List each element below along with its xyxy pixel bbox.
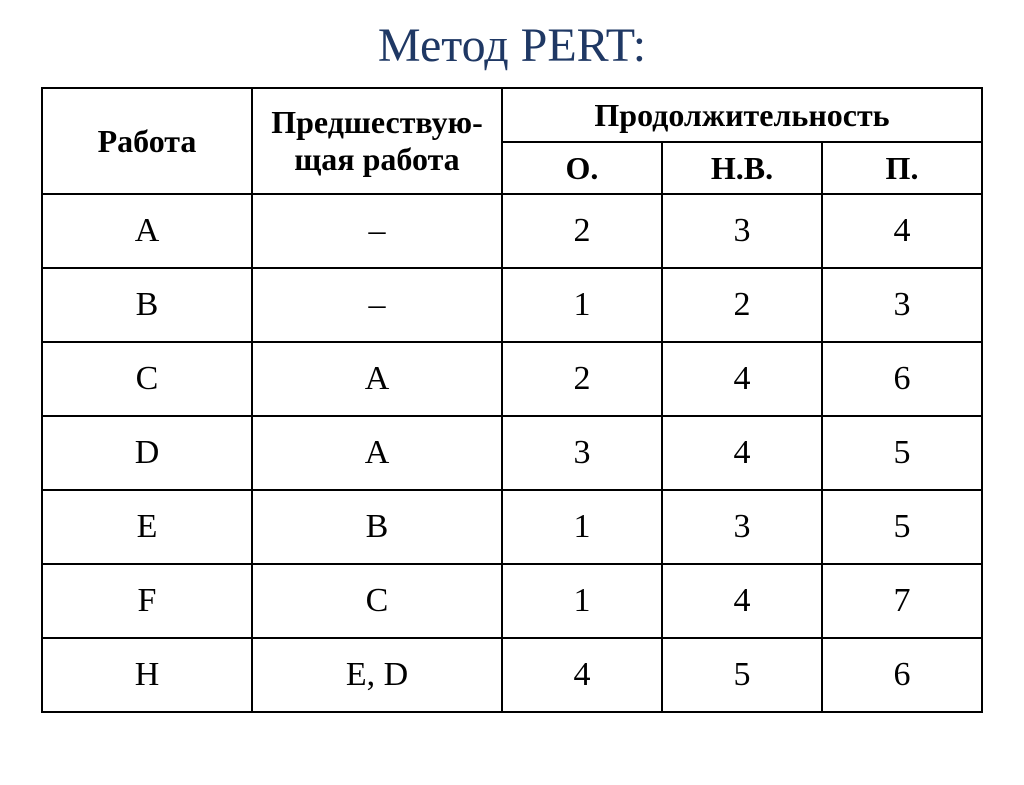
cell-pred: –	[252, 194, 502, 268]
cell-pred: A	[252, 342, 502, 416]
col-predecessor: Предшествую- щая работа	[252, 88, 502, 194]
cell-nv: 4	[662, 342, 822, 416]
table-row: H E, D 4 5 6	[42, 638, 982, 712]
cell-work: H	[42, 638, 252, 712]
cell-nv: 4	[662, 416, 822, 490]
cell-o: 4	[502, 638, 662, 712]
cell-nv: 2	[662, 268, 822, 342]
table-row: B – 1 2 3	[42, 268, 982, 342]
cell-work: A	[42, 194, 252, 268]
cell-o: 1	[502, 490, 662, 564]
table-row: E B 1 3 5	[42, 490, 982, 564]
table-row: D A 3 4 5	[42, 416, 982, 490]
cell-p: 3	[822, 268, 982, 342]
col-predecessor-line1: Предшествую-	[271, 104, 482, 140]
table-row: A – 2 3 4	[42, 194, 982, 268]
cell-work: C	[42, 342, 252, 416]
cell-o: 1	[502, 564, 662, 638]
col-work: Работа	[42, 88, 252, 194]
cell-o: 3	[502, 416, 662, 490]
cell-nv: 5	[662, 638, 822, 712]
cell-o: 1	[502, 268, 662, 342]
cell-nv: 3	[662, 194, 822, 268]
pert-table: Работа Предшествую- щая работа Продолжит…	[41, 87, 983, 713]
cell-nv: 3	[662, 490, 822, 564]
cell-pred: –	[252, 268, 502, 342]
table-header-row-1: Работа Предшествую- щая работа Продолжит…	[42, 88, 982, 142]
cell-work: D	[42, 416, 252, 490]
cell-p: 5	[822, 416, 982, 490]
cell-pred: E, D	[252, 638, 502, 712]
cell-p: 6	[822, 638, 982, 712]
cell-pred: B	[252, 490, 502, 564]
cell-o: 2	[502, 194, 662, 268]
col-o: О.	[502, 142, 662, 194]
page-title: Метод PERT:	[0, 18, 1024, 73]
cell-p: 5	[822, 490, 982, 564]
cell-nv: 4	[662, 564, 822, 638]
cell-work: E	[42, 490, 252, 564]
cell-p: 6	[822, 342, 982, 416]
cell-pred: C	[252, 564, 502, 638]
col-duration: Продолжительность	[502, 88, 982, 142]
cell-pred: A	[252, 416, 502, 490]
cell-work: F	[42, 564, 252, 638]
table-row: F C 1 4 7	[42, 564, 982, 638]
cell-p: 7	[822, 564, 982, 638]
cell-p: 4	[822, 194, 982, 268]
cell-o: 2	[502, 342, 662, 416]
col-nv: Н.В.	[662, 142, 822, 194]
cell-work: B	[42, 268, 252, 342]
col-p: П.	[822, 142, 982, 194]
table-row: C A 2 4 6	[42, 342, 982, 416]
col-predecessor-line2: щая работа	[294, 141, 459, 177]
